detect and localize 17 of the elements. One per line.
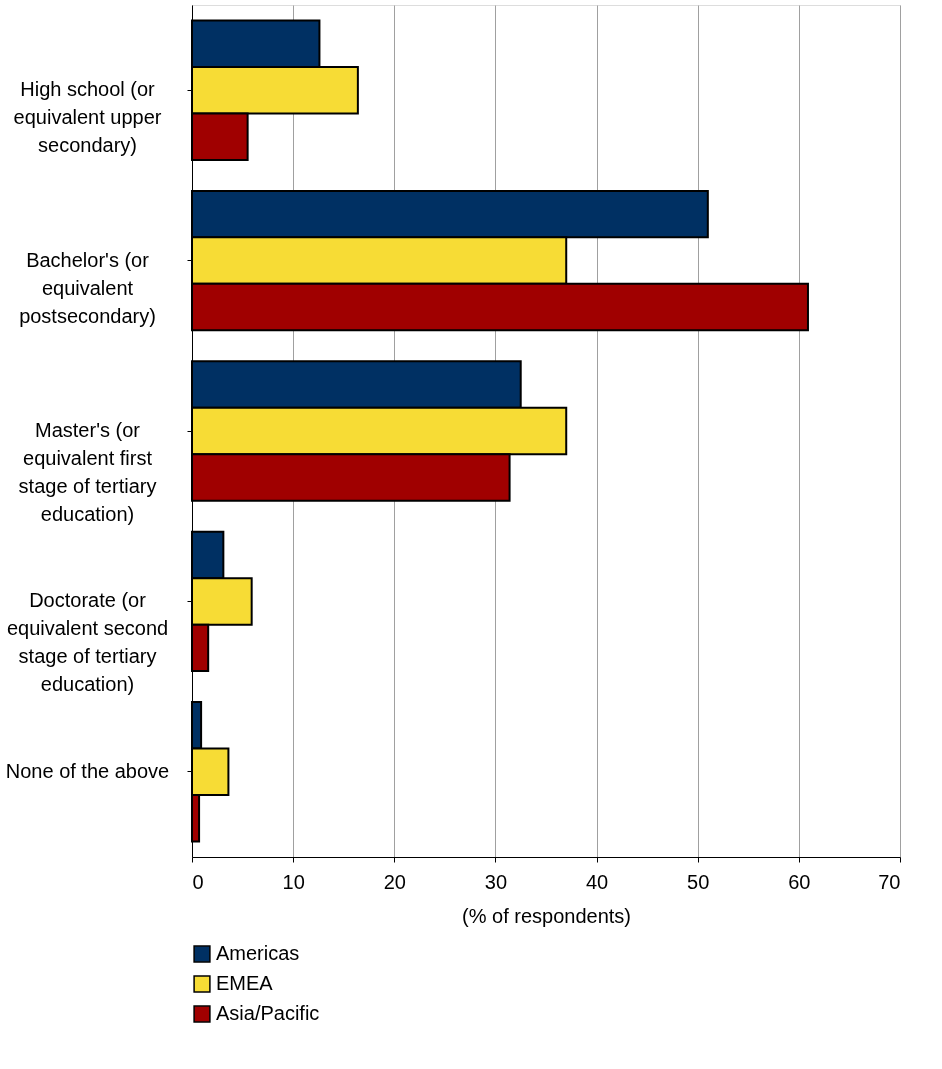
y-tick-label: Doctorate (or equivalent second stage of tertiary education) (6, 589, 169, 696)
x-tick-label: 0 (192, 870, 204, 893)
y-tick-label: Bachelor's (or equivalent postsecondary) (19, 248, 156, 327)
legend-label: Americas (216, 942, 300, 964)
x-tick-label: 20 (383, 870, 406, 893)
x-axis-title: (% of respondents) (462, 904, 631, 927)
legend-label: Asia/Pacific (216, 1002, 320, 1024)
legend-label: EMEA (216, 972, 274, 994)
x-tick-label: 40 (585, 870, 609, 893)
x-tick-label: 60 (788, 870, 811, 893)
x-tick-label: 30 (484, 870, 508, 893)
y-tick-label: High school (or equivalent upper secondary) (13, 78, 162, 157)
y-tick-label: None of the above (5, 759, 170, 782)
x-tick-label: 50 (687, 870, 710, 893)
y-tick-label: Master's (or equivalent first stage of tertiary education) (18, 419, 157, 525)
x-tick-label: 10 (282, 870, 305, 893)
x-tick-label: 70 (878, 870, 901, 893)
